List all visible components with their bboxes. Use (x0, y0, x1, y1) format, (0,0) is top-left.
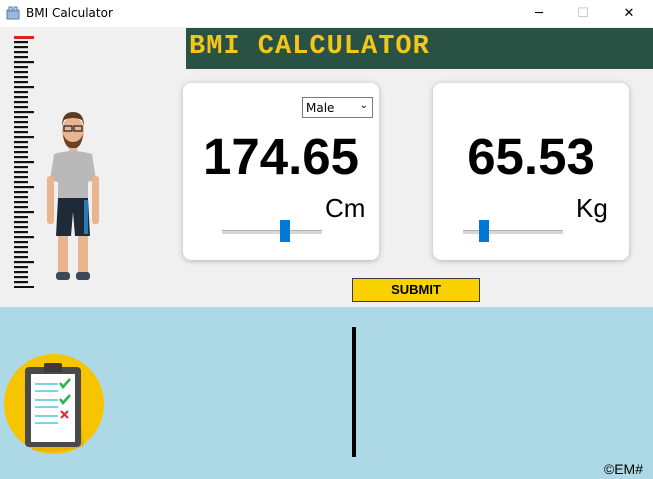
height-unit: Cm (325, 193, 366, 223)
weight-unit: Kg (576, 193, 608, 223)
gender-dropdown[interactable]: Male ⌄ (302, 97, 373, 118)
clipboard-checklist-icon (4, 354, 104, 454)
app-header: BMI CALCULATOR (186, 28, 653, 69)
height-slider[interactable] (222, 220, 322, 244)
minimize-button[interactable]: ─ (535, 6, 543, 21)
height-ruler-icon (14, 36, 34, 288)
weight-card: 65.53 Kg (433, 83, 629, 260)
submit-button[interactable]: SUBMIT (352, 278, 480, 302)
title-bar: BMI Calculator ─ ☐ ✕ (0, 0, 653, 27)
weight-value: 65.53 (467, 128, 595, 185)
copyright-label: ©EM# (603, 461, 643, 477)
weight-slider[interactable] (463, 220, 563, 244)
person-figure-icon (47, 112, 99, 280)
weight-slider-thumb[interactable] (479, 220, 490, 242)
close-button[interactable]: ✕ (623, 6, 635, 21)
maximize-button[interactable]: ☐ (577, 6, 589, 21)
app-title: BMI CALCULATOR (189, 32, 430, 62)
height-slider-track (222, 230, 322, 234)
height-value: 174.65 (203, 128, 359, 185)
gender-value: Male (306, 101, 335, 115)
height-card: Male ⌄ 174.65 Cm (183, 83, 379, 260)
window-title: BMI Calculator (26, 6, 113, 20)
weight-slider-track (463, 230, 563, 234)
chevron-down-icon: ⌄ (359, 100, 368, 111)
result-panel (0, 307, 653, 479)
app-icon (6, 6, 20, 20)
height-slider-thumb[interactable] (279, 220, 290, 242)
result-divider (352, 327, 356, 457)
